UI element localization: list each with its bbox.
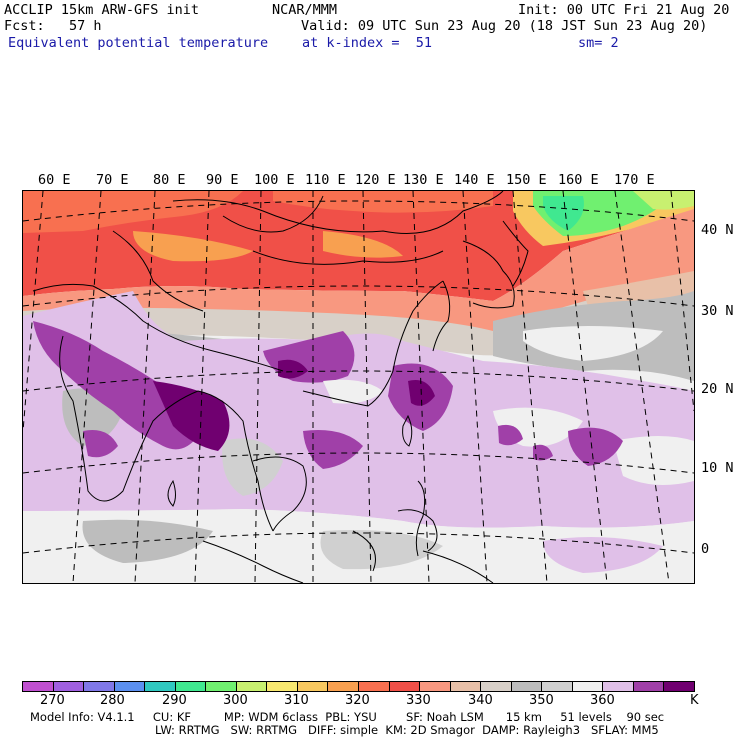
- colorbar-swatch: [420, 682, 451, 691]
- lon-label: 80 E: [153, 172, 186, 188]
- colorbar-swatch: [267, 682, 298, 691]
- colorbar-swatch: [450, 682, 482, 691]
- colorbar-swatch: [481, 682, 512, 691]
- colorbar-unit: K: [690, 693, 699, 708]
- lon-label: 100 E: [254, 172, 295, 188]
- lat-label: 10 N: [701, 460, 734, 476]
- colorbar-tick-label: 310: [284, 693, 309, 708]
- colorbar-tick-label: 330: [406, 693, 431, 708]
- colorbar-tick-label: 270: [40, 693, 65, 708]
- colorbar-swatch: [572, 682, 604, 691]
- lon-label: 70 E: [96, 172, 129, 188]
- colorbar-swatch: [359, 682, 390, 691]
- colorbar-swatch: [23, 682, 54, 691]
- lon-label: 120 E: [355, 172, 396, 188]
- colorbar-swatch: [328, 682, 360, 691]
- valid-time: Valid: 09 UTC Sun 23 Aug 20 (18 JST Sun …: [301, 18, 708, 34]
- colorbar-swatch: [542, 682, 573, 691]
- colorbar-swatch: [175, 682, 207, 691]
- colorbar-tick-label: 300: [223, 693, 248, 708]
- level-index: at k-index = 51: [302, 35, 433, 51]
- model-info: Model Info: V4.1.1 CU: KF MP: WDM 6class…: [30, 710, 665, 724]
- lon-label: 130 E: [403, 172, 444, 188]
- colorbar-tick-label: 280: [100, 693, 125, 708]
- colorbar-swatch: [84, 682, 115, 691]
- colorbar-swatch: [603, 682, 634, 691]
- lon-label: 160 E: [558, 172, 599, 188]
- colorbar-tick-label: 290: [162, 693, 187, 708]
- field-name: Equivalent potential temperature: [8, 35, 269, 51]
- lon-label: 90 E: [206, 172, 239, 188]
- colorbar-swatch: [114, 682, 146, 691]
- lon-label: 110 E: [305, 172, 346, 188]
- lat-label: 0: [701, 541, 710, 557]
- lon-label: 150 E: [506, 172, 547, 188]
- colorbar-swatch: [633, 682, 665, 691]
- smoothing-label: sm= 2: [578, 35, 619, 51]
- physics-info: LW: RRTMG SW: RRTMG DIFF: simple KM: 2D …: [155, 723, 659, 737]
- colorbar-tick-label: 320: [345, 693, 370, 708]
- colorbar-swatch: [297, 682, 329, 691]
- colorbar-swatch: [664, 682, 695, 691]
- init-time: Init: 00 UTC Fri 21 Aug 20: [518, 2, 730, 18]
- forecast-hour: Fcst: 57 h: [4, 18, 102, 34]
- lat-label: 20 N: [701, 381, 734, 397]
- map-panel: [22, 190, 695, 584]
- institution-label: NCAR/MMM: [272, 2, 338, 18]
- lon-label: 170 E: [614, 172, 655, 188]
- colorbar-swatch: [511, 682, 543, 691]
- colorbar-tick-label: 360: [590, 693, 615, 708]
- colorbar-swatch: [389, 682, 421, 691]
- color-bar: [22, 681, 695, 692]
- colorbar-swatch: [145, 682, 176, 691]
- colorbar-swatch: [206, 682, 237, 691]
- model-title: ACCLIP 15km ARW-GFS init: [4, 2, 200, 18]
- colorbar-swatch: [236, 682, 268, 691]
- lat-label: 40 N: [701, 222, 734, 238]
- lon-label: 140 E: [454, 172, 495, 188]
- colorbar-tick-label: 340: [468, 693, 493, 708]
- colorbar-tick-label: 350: [529, 693, 554, 708]
- lat-label: 30 N: [701, 303, 734, 319]
- colorbar-swatch: [53, 682, 85, 691]
- lon-label: 60 E: [38, 172, 71, 188]
